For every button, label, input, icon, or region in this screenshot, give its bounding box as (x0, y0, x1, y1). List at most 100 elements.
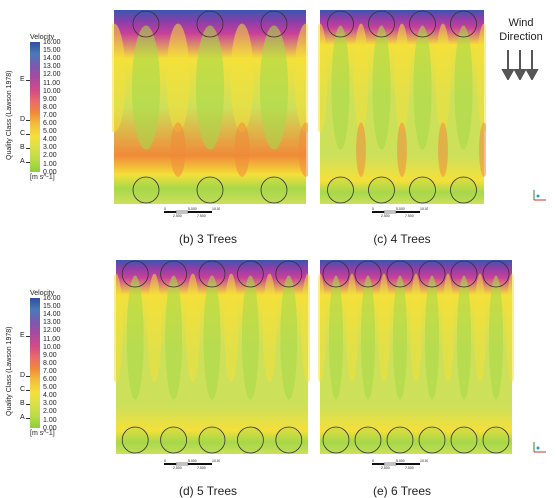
legend-tick-label: 8.00 (43, 103, 57, 111)
legend-tick-label: 13.00 (43, 63, 61, 71)
quality-class-letter: C (20, 130, 26, 137)
legend-tick-label: 5.00 (43, 384, 57, 392)
flow-streak (474, 273, 486, 383)
scale-label: 0 (164, 459, 166, 463)
legend-tick-label: 10.00 (43, 87, 61, 95)
tree-wake (165, 275, 183, 400)
scale-label: 2.500 (173, 214, 182, 218)
scale-label: 5.000 (188, 459, 197, 463)
legend-color-bar (30, 298, 40, 428)
scale-segment (396, 211, 420, 213)
scale-segment (188, 211, 212, 213)
wind-direction-label: Wind Direction (490, 16, 552, 44)
tree-wake (424, 275, 440, 400)
scale-label: 2.500 (381, 466, 390, 470)
flow-streak (294, 23, 308, 133)
scale-label: 7.500 (405, 466, 414, 470)
legend-tick-label: 16.00 (43, 295, 61, 302)
quality-class-letter: A (20, 414, 25, 421)
scale-segment (188, 463, 212, 465)
tree-wake (195, 25, 225, 150)
tree-bottom (121, 426, 149, 454)
tree-wake (456, 275, 472, 400)
tree-top (160, 260, 187, 288)
flow-streak (397, 122, 407, 177)
tree-wake (328, 275, 344, 400)
legend-tick-label: 7.00 (43, 367, 57, 375)
quality-class-letter: A (20, 158, 25, 165)
flow-streak (298, 122, 308, 177)
quality-class-tick (26, 120, 30, 121)
quality-class-tick (26, 134, 30, 135)
tree-bottom (386, 426, 414, 454)
tree-top (368, 10, 395, 38)
flow-streak (394, 23, 410, 133)
flow-streak (112, 23, 126, 133)
tree-bottom (322, 426, 350, 454)
axis-triad-icon (533, 190, 546, 201)
tree-top (450, 10, 477, 38)
caption-b: (b) 3 Trees (178, 232, 238, 246)
legend-tick-label: 5.00 (43, 128, 57, 136)
quality-class-letter: D (20, 116, 26, 123)
flow-streak (356, 122, 366, 177)
legend-tick-label: 4.00 (43, 392, 57, 400)
scale-label: 10.000 (m) (420, 207, 428, 211)
legend-tick-label: 6.00 (43, 120, 57, 127)
velocity-legend-top: Velocity 16.00 15.00 14.00 13.00 12.00 11.00 1… (0, 30, 100, 181)
scale-segment (164, 211, 176, 213)
tree-top (409, 10, 436, 38)
tree-wake (454, 25, 473, 150)
scale-segment (396, 463, 420, 465)
wind-arrows-icon (501, 50, 539, 80)
tree-wake (280, 275, 298, 400)
quality-class-letter: D (20, 372, 26, 379)
legend-tick-label: 9.00 (43, 351, 57, 359)
velocity-legend-bottom: Velocity 16.00 15.00 14.00 13.00 12.00 11.00 1… (0, 286, 100, 437)
tree-top (386, 260, 414, 288)
tree-bottom (354, 426, 382, 454)
legend-tick-label: 12.00 (43, 71, 61, 79)
legend-tick-label: 6.00 (43, 376, 57, 383)
scale-bar-e: 0 5.000 10.000 (m) 2.500 7.500 (372, 459, 428, 470)
flow-streak (114, 273, 123, 383)
tree-wake (413, 25, 432, 150)
tree-top (236, 260, 264, 288)
legend-title: Velocity (30, 290, 55, 297)
legend-tick-label: 1.00 (43, 160, 57, 168)
legend-tick-label: 15.00 (43, 303, 61, 311)
quality-class-letter: C (20, 386, 26, 393)
tree-top (327, 10, 354, 38)
legend-unit: [m s^-1] (30, 430, 55, 437)
legend-tick-label: 11.00 (43, 79, 60, 87)
panel-3-trees (112, 10, 308, 204)
tree-top (121, 260, 149, 288)
quality-class-tick (26, 148, 30, 149)
scale-label: 7.500 (405, 214, 414, 218)
quality-class-label: Quality Class (Lawson 1978) (6, 326, 13, 417)
tree-top (354, 260, 382, 288)
flow-streak (346, 273, 358, 383)
legend-tick-label: 14.00 (43, 55, 61, 63)
flow-streak (353, 23, 369, 133)
panel-6-trees (318, 260, 514, 454)
tree-bottom (160, 426, 187, 454)
tree-wake (331, 25, 350, 150)
legend-tick-label: 8.00 (43, 359, 57, 367)
tree-wake (392, 275, 408, 400)
scale-bar-d: 0 5.000 10.000 (m) 2.500 7.500 (164, 459, 220, 470)
wind-label-line2: Direction (499, 31, 543, 43)
legend-tick-label: 4.00 (43, 136, 57, 144)
scale-label: 0 (372, 207, 374, 211)
flow-streak (166, 23, 190, 133)
flow-streak (318, 23, 328, 133)
tree-bottom (196, 176, 224, 204)
quality-class-tick (26, 418, 30, 419)
scale-label: 0 (372, 459, 374, 463)
tree-wake (203, 275, 221, 400)
caption-e: (e) 6 Trees (372, 484, 432, 498)
tree-bottom (482, 426, 510, 454)
scale-segment (175, 462, 189, 466)
axis-triad-icon (533, 442, 546, 453)
quality-class-tick (26, 162, 30, 163)
